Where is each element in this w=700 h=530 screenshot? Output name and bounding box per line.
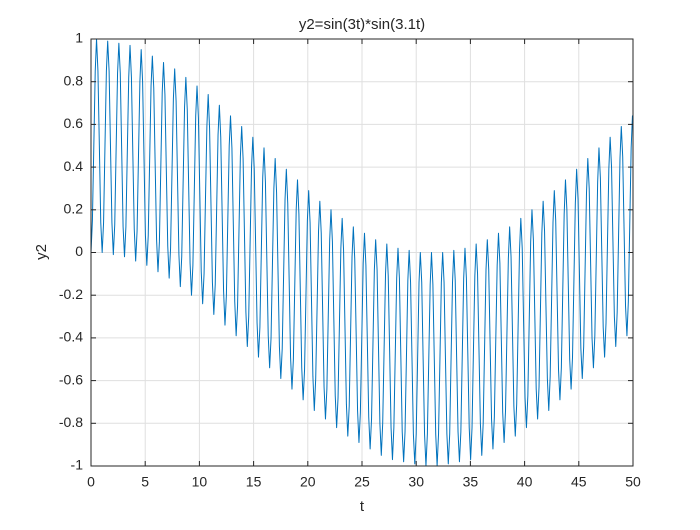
y-tick-label: -0.6 bbox=[59, 371, 83, 387]
y-tick-label: 0 bbox=[75, 243, 83, 259]
x-tick-label: 50 bbox=[625, 474, 641, 490]
y-tick-label: -1 bbox=[71, 457, 84, 473]
chart-title: y2=sin(3t)*sin(3.1t) bbox=[299, 16, 425, 33]
x-tick-label: 10 bbox=[192, 474, 208, 490]
x-tick-label: 40 bbox=[517, 474, 533, 490]
y-tick-label: -0.2 bbox=[59, 286, 83, 302]
y-tick-label: -0.8 bbox=[59, 414, 83, 430]
y-axis-label: y2 bbox=[33, 244, 50, 260]
x-tick-label: 15 bbox=[246, 474, 262, 490]
ticks: 0 5 10 15 20 25 30 35 40 45 50 -1 -0.8 -0.6 -0.4 -0.2 0 0… bbox=[59, 30, 641, 490]
y-tick-label: 0.4 bbox=[64, 158, 84, 174]
y-tick-label: 0.8 bbox=[64, 72, 84, 88]
x-axis-label: t bbox=[360, 498, 365, 515]
y-tick-label: 1 bbox=[75, 30, 83, 46]
x-tick-label: 25 bbox=[354, 474, 370, 490]
x-tick-label: 30 bbox=[408, 474, 424, 490]
x-tick-label: 45 bbox=[571, 474, 587, 490]
data-line bbox=[90, 38, 634, 467]
y-tick-label: -0.4 bbox=[59, 329, 83, 345]
y-tick-label: 0.2 bbox=[64, 201, 84, 217]
x-tick-label: 5 bbox=[141, 474, 149, 490]
x-tick-label: 35 bbox=[463, 474, 479, 490]
plot-area bbox=[90, 38, 634, 467]
y-tick-label: 0.6 bbox=[64, 115, 84, 131]
x-tick-label: 0 bbox=[87, 474, 95, 490]
x-tick-label: 20 bbox=[300, 474, 316, 490]
